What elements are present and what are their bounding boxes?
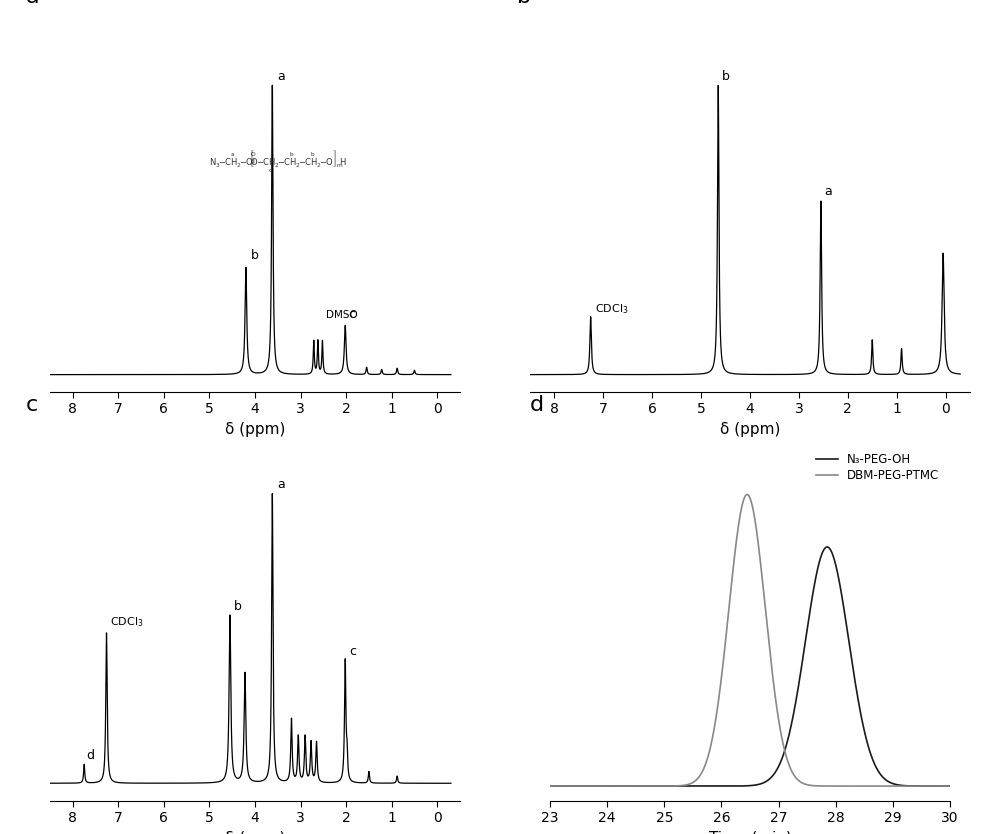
- Text: b: b: [234, 600, 242, 613]
- X-axis label: δ (ppm): δ (ppm): [720, 422, 780, 437]
- Text: b: b: [250, 249, 258, 262]
- X-axis label: δ (ppm): δ (ppm): [225, 831, 285, 834]
- Text: c: c: [25, 395, 38, 415]
- X-axis label: Time (min): Time (min): [709, 831, 791, 834]
- Text: DMSO: DMSO: [326, 310, 357, 320]
- Text: CDCl$_3$: CDCl$_3$: [110, 615, 144, 630]
- Legend: N₃-PEG-OH, DBM-PEG-PTMC: N₃-PEG-OH, DBM-PEG-PTMC: [812, 448, 944, 487]
- Text: a: a: [277, 478, 285, 491]
- Text: b: b: [722, 69, 730, 83]
- Text: a: a: [824, 185, 832, 198]
- Text: $\mathrm{N_3 \!\!-\!\! \overset{a}{CH_2} \!\!-\!\! O \!\! \left[\!\! \overset{O}: $\mathrm{N_3 \!\!-\!\! \overset{a}{CH_2}…: [209, 149, 347, 175]
- Text: a: a: [25, 0, 39, 7]
- Text: b: b: [517, 0, 531, 7]
- Text: d: d: [530, 395, 544, 415]
- Text: c: c: [349, 645, 356, 657]
- Text: d: d: [86, 749, 94, 761]
- Text: a: a: [277, 69, 285, 83]
- Text: c: c: [348, 309, 355, 321]
- X-axis label: δ (ppm): δ (ppm): [225, 422, 285, 437]
- Text: CDCl$_3$: CDCl$_3$: [595, 303, 628, 316]
